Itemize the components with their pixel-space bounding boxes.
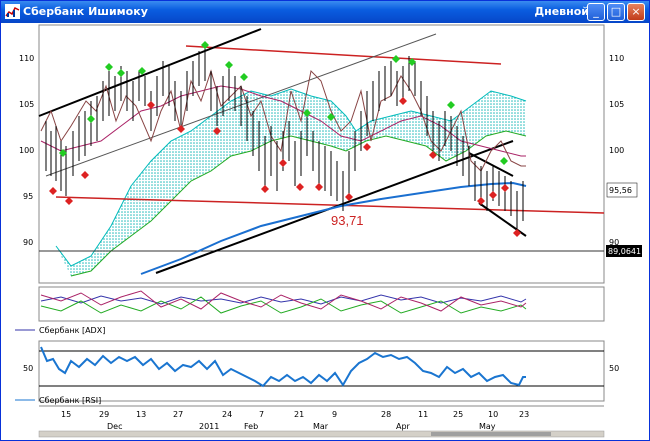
di-plus-line [40, 296, 527, 314]
y-tick-label: 100 [609, 146, 624, 155]
resistance-line-top [185, 45, 502, 65]
y-tick-label: 105 [19, 100, 34, 109]
price-candles [45, 46, 524, 231]
wedge-line-top [468, 152, 514, 177]
x-tick-label: 24 [222, 410, 232, 419]
x-tick-label: 10 [488, 410, 498, 419]
resistance-line-bottom [55, 196, 605, 214]
rsi-legend: Сбербанк [RSI] [39, 396, 101, 405]
x-tick-label: 29 [99, 410, 109, 419]
window-title: Сбербанк Ишимоку [23, 5, 148, 18]
x-month-label: 2011 [199, 422, 219, 431]
period-label: Дневной [534, 5, 589, 18]
x-axis-months: Dec 2011 Feb Mar Apr May [107, 422, 496, 431]
rsi-line [40, 346, 526, 388]
y-tick-label: 110 [609, 54, 624, 63]
x-tick-label: 7 [259, 410, 264, 419]
x-tick-label: 27 [173, 410, 183, 419]
chart-app-icon [5, 4, 20, 19]
rsi-panel [38, 340, 605, 402]
rsi-y-tick-left: 50 [23, 364, 33, 373]
buy-signal-markers [59, 41, 508, 165]
x-month-label: Dec [107, 422, 122, 431]
minimize-button[interactable]: _ [587, 3, 605, 21]
x-month-label: Feb [244, 422, 258, 431]
chart-area[interactable]: 93,71 110 105 100 95 90 110 105 100 90 9… [1, 23, 649, 440]
kijun-line [40, 85, 526, 157]
y-tick-label: 105 [609, 100, 624, 109]
x-tick-label: 21 [294, 410, 304, 419]
x-tick-label: 11 [418, 410, 428, 419]
x-month-label: Apr [396, 422, 411, 431]
trend-line-upper [38, 28, 262, 117]
x-tick-label: 25 [453, 410, 463, 419]
maximize-button[interactable]: □ [607, 3, 625, 21]
price-annotation: 93,71 [331, 213, 364, 228]
price-panel [38, 24, 605, 284]
di-minus-line [40, 290, 527, 312]
x-tick-label: 23 [519, 410, 529, 419]
bottom-value-box [606, 245, 642, 257]
sell-signal-markers [49, 97, 521, 237]
x-tick-label: 28 [381, 410, 391, 419]
ichimoku-cloud [56, 89, 526, 276]
y-tick-label: 95 [23, 192, 33, 201]
x-month-label: May [479, 422, 496, 431]
close-button[interactable]: × [627, 3, 645, 21]
y-tick-label: 90 [609, 238, 619, 247]
x-tick-label: 15 [61, 410, 71, 419]
horizontal-scrollbar[interactable] [38, 430, 605, 438]
bottom-value-label: 89,0641 [608, 247, 641, 256]
y-tick-label: 100 [19, 146, 34, 155]
rsi-y-tick-right: 50 [609, 364, 619, 373]
last-price-label: 95,56 [609, 186, 632, 195]
y-axis-right: 110 105 100 90 [609, 54, 624, 247]
adx-legend: Сбербанк [ADX] [39, 326, 105, 335]
title-bar[interactable]: Сбербанк Ишимоку Дневной _ □ × [1, 1, 649, 23]
senkou-a-line [55, 88, 527, 267]
x-tick-label: 9 [332, 410, 337, 419]
y-axis-left: 110 105 100 95 90 [19, 54, 34, 247]
x-month-label: Mar [313, 422, 329, 431]
x-axis-days: 15 29 13 27 24 7 21 9 28 11 25 10 23 [61, 410, 529, 419]
y-tick-label: 90 [23, 238, 33, 247]
x-tick-label: 13 [136, 410, 146, 419]
scrollbar-thumb[interactable] [431, 432, 551, 436]
last-price-box [606, 182, 638, 198]
moving-average-line [140, 181, 527, 275]
y-tick-label: 110 [19, 54, 34, 63]
